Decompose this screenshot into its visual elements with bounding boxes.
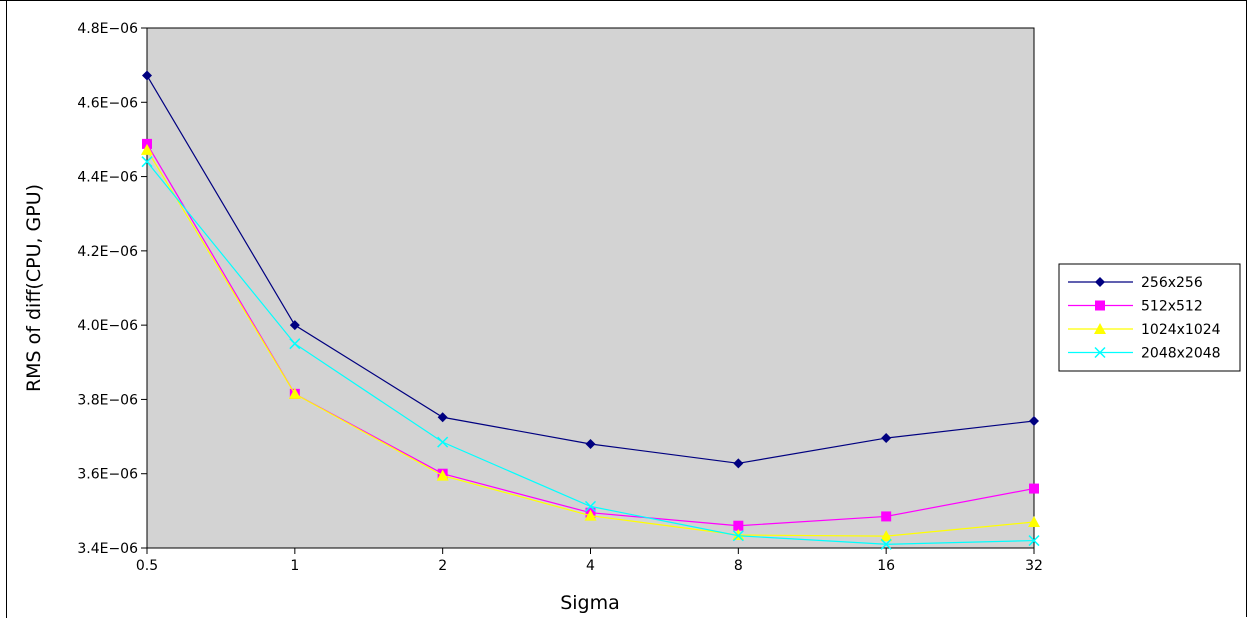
x-tick-label: 8	[734, 558, 743, 574]
data-point	[584, 500, 597, 512]
legend-item: 256x256	[1068, 275, 1203, 291]
data-point	[289, 338, 301, 350]
data-point-stroke	[880, 538, 892, 550]
data-point	[437, 436, 449, 448]
y-tick-label: 4.4E−06	[77, 170, 138, 186]
data-point	[1028, 535, 1040, 547]
data-point	[1095, 277, 1105, 287]
legend-item: 1024x1024	[1068, 322, 1221, 338]
data-point-stroke	[437, 436, 449, 448]
data-point	[141, 143, 153, 155]
y-axis-title: RMS of diff(CPU, GPU)	[23, 184, 45, 392]
data-point	[437, 412, 448, 423]
data-point-stroke	[584, 500, 597, 512]
x-tick-label: 1	[290, 558, 299, 574]
frame-left-edge	[6, 0, 7, 618]
legend: 256x256 512x512 1024x1024 2048x2048	[1058, 263, 1241, 372]
data-point	[288, 387, 301, 399]
data-point	[881, 511, 892, 522]
x-tick-label: 4	[586, 558, 595, 574]
data-point-stroke	[289, 338, 301, 350]
legend-label: 512x512	[1141, 299, 1203, 315]
data-point	[881, 433, 892, 444]
y-tick-label: 3.8E−06	[77, 392, 138, 408]
data-point	[142, 70, 152, 81]
legend-item: 2048x2048	[1068, 346, 1221, 362]
data-point	[880, 538, 892, 550]
data-point	[732, 529, 745, 540]
y-tick-label: 4.2E−06	[77, 244, 138, 260]
data-point	[436, 469, 449, 481]
series-2048x2048	[141, 156, 1040, 550]
data-point	[1029, 415, 1039, 426]
data-point-stroke	[1028, 535, 1040, 547]
data-point-stroke	[732, 530, 744, 542]
series-256x256	[142, 70, 1039, 469]
legend-item: 512x512	[1068, 299, 1203, 315]
data-point	[733, 520, 744, 531]
data-point	[880, 530, 893, 542]
legend-label: 2048x2048	[1141, 346, 1221, 362]
data-point	[1094, 323, 1106, 334]
x-axis-title: Sigma	[560, 592, 620, 614]
data-point	[732, 530, 744, 542]
x-tick-label: 32	[1025, 558, 1043, 574]
data-point	[1095, 300, 1105, 311]
y-tick-label: 3.4E−06	[77, 541, 138, 557]
y-tick-label: 4.0E−06	[77, 318, 138, 334]
series-1024x1024	[141, 143, 1040, 542]
legend-label: 1024x1024	[1141, 322, 1221, 338]
data-point	[1094, 346, 1106, 359]
data-point	[289, 320, 300, 331]
x-tick-label: 16	[877, 558, 895, 574]
y-tick-label: 3.6E−06	[77, 467, 138, 483]
x-tick-label: 2	[438, 558, 447, 574]
data-point	[733, 458, 744, 469]
legend-label: 256x256	[1141, 275, 1203, 291]
data-point	[141, 156, 153, 168]
data-point	[1028, 516, 1040, 527]
axes: 3.4E−06 3.6E−06 3.8E−06 4.0E−06 4.2E−06 4.4E−…	[77, 21, 1043, 574]
y-tick-label: 4.8E−06	[77, 21, 138, 37]
data-point	[1029, 483, 1039, 494]
data-point-stroke	[1094, 346, 1106, 359]
x-tick-label: 0.5	[136, 558, 158, 574]
y-tick-label: 4.6E−06	[77, 95, 138, 111]
plot-area	[146, 27, 1035, 549]
data-point	[584, 509, 597, 521]
data-point	[585, 439, 596, 449]
series-layer	[141, 70, 1040, 550]
data-point-stroke	[141, 156, 153, 168]
